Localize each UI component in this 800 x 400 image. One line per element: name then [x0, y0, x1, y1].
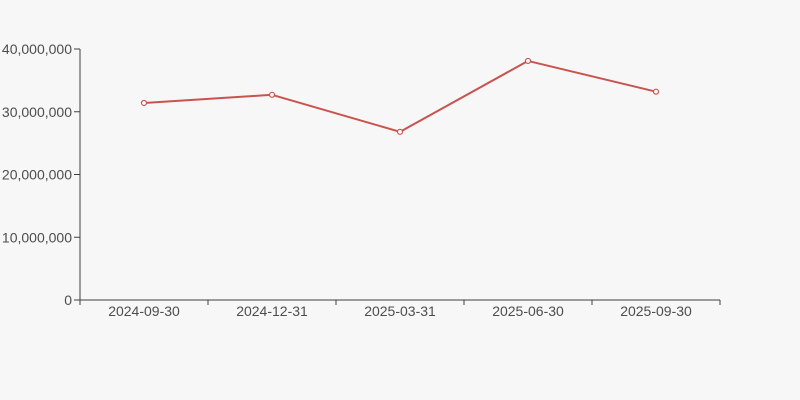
data-point-marker[interactable] [140, 99, 148, 107]
data-point-marker[interactable] [396, 128, 404, 135]
data-series [140, 57, 660, 135]
data-point-marker[interactable] [524, 57, 532, 65]
y-axis-tick-label: 0 [64, 292, 72, 308]
y-axis: 0 10,000,000 20,000,000 30,000,000 40,000,00… [2, 41, 81, 308]
y-axis-tick-label: 20,000,000 [2, 167, 72, 183]
data-point-marker[interactable] [268, 91, 276, 98]
x-axis-tick-label: 2025-03-31 [364, 303, 436, 319]
data-point-marker[interactable] [652, 88, 660, 95]
y-axis-tick-label: 30,000,000 [2, 104, 72, 120]
x-axis-tick-label: 2025-06-30 [492, 303, 564, 319]
x-axis-tick-label: 2024-09-30 [108, 303, 180, 319]
y-axis-tick-label: 40,000,000 [2, 41, 72, 57]
x-axis: 2024-09-30 2024-12-31 2025-03-31 2025-06-30… [79, 299, 721, 319]
x-axis-tick-label: 2025-09-30 [620, 303, 692, 319]
x-axis-tick-label: 2024-12-31 [236, 303, 308, 319]
y-axis-tick-label: 10,000,000 [2, 229, 72, 245]
